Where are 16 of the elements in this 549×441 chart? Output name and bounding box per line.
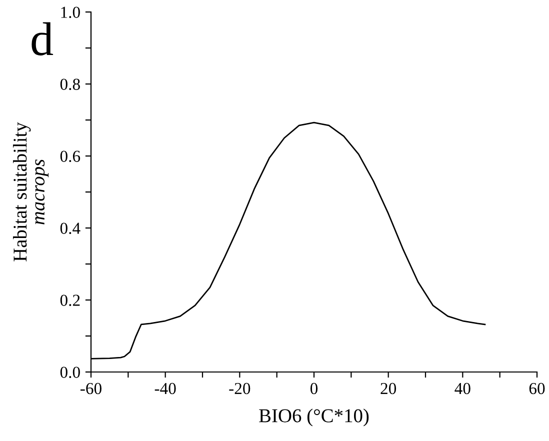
x-tick-label: -20 [229,382,250,394]
x-axis-title: BIO6 (°C*10) [259,408,369,426]
x-tick-label: 0 [310,382,318,394]
y-tick-label: 0.2 [60,294,80,306]
text: d [32,22,54,56]
y-tick-label: 0.4 [60,222,80,234]
y-tick-label: 0.6 [60,150,80,162]
x-tick-label: -40 [154,382,176,394]
x-tick-label: -60 [80,382,102,394]
x-tick-label: 60 [529,382,545,394]
x-tick-label: 20 [380,382,396,394]
y-tick-label: 0.8 [60,78,80,90]
y-tick-label: 1.0 [61,6,80,18]
y-tick-label: 0.0 [60,366,80,378]
x-tick-label: 40 [454,382,470,394]
y-axis-title: Habitat suitability macrops [13,122,49,262]
